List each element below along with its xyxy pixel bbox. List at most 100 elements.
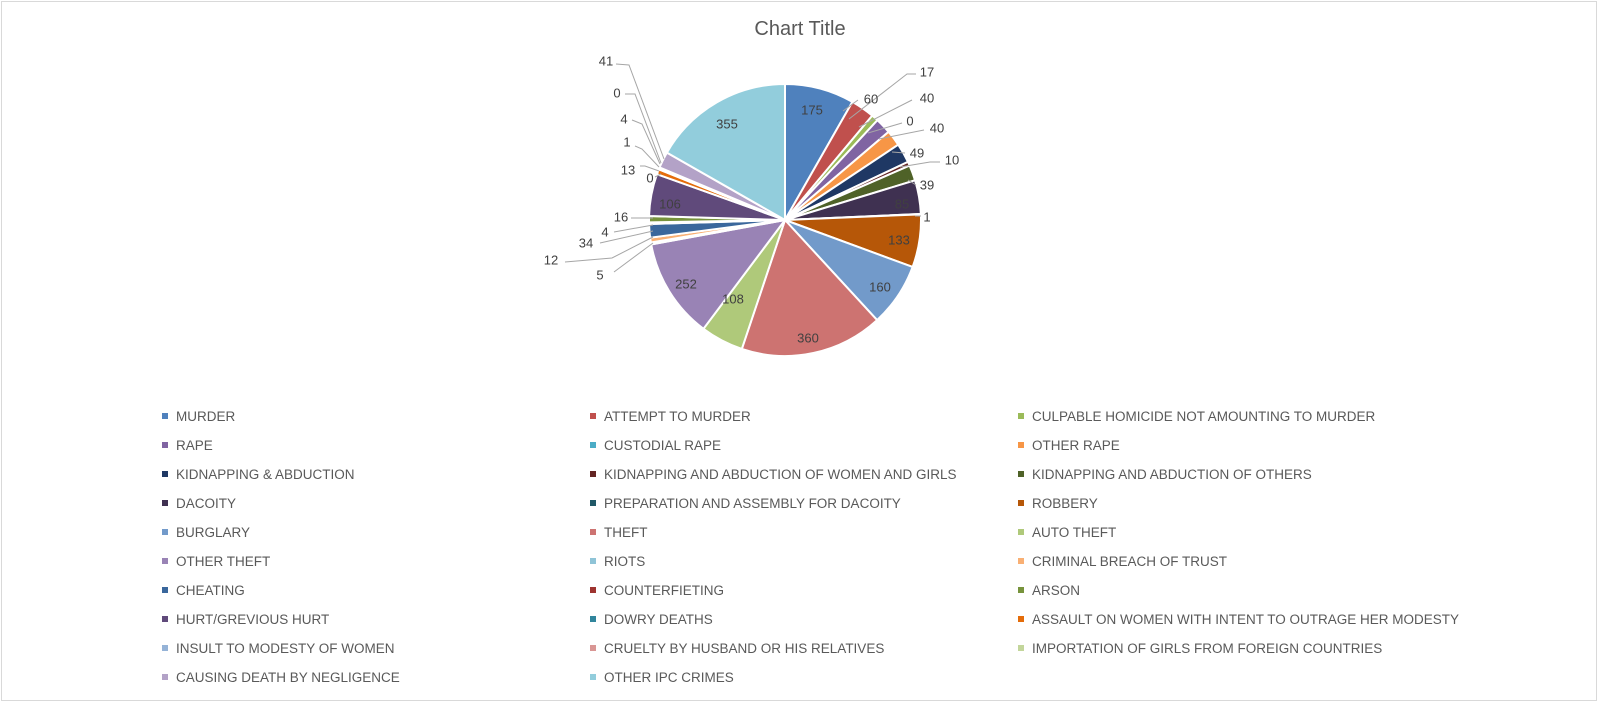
legend-item-counterfieting: COUNTERFIETING — [590, 580, 1018, 600]
legend-swatch — [590, 645, 596, 651]
legend-item-preparation-and-assembly-for-dacoity: PREPARATION AND ASSEMBLY FOR DACOITY — [590, 493, 1018, 513]
data-label-other-ipc-crimes: 355 — [716, 117, 738, 132]
legend-swatch — [162, 674, 168, 680]
legend-label: COUNTERFIETING — [604, 582, 724, 598]
legend-item-other-rape: OTHER RAPE — [1018, 435, 1462, 455]
legend-swatch — [590, 500, 596, 506]
legend-swatch — [590, 442, 596, 448]
data-label-kidnapping-abduction: 49 — [910, 146, 924, 161]
legend-item-hurt-grevious-hurt: HURT/GREVIOUS HURT — [162, 609, 590, 629]
leader-line-importation-of-girls-from-foreign-countries — [625, 93, 662, 164]
legend-label: ROBBERY — [1032, 495, 1098, 511]
legend-swatch — [162, 587, 168, 593]
data-label-burglary: 160 — [869, 280, 891, 295]
data-label-other-rape: 40 — [930, 121, 944, 136]
legend-item-other-ipc-crimes: OTHER IPC CRIMES — [590, 667, 1018, 687]
legend-item-kidnapping-abduction: KIDNAPPING & ABDUCTION — [162, 464, 590, 484]
legend-swatch — [590, 587, 596, 593]
leader-lines — [564, 63, 940, 273]
legend-swatch — [162, 500, 168, 506]
data-label-attempt-to-murder: 60 — [864, 92, 878, 107]
legend-label: KIDNAPPING AND ABDUCTION OF WOMEN AND GI… — [604, 466, 957, 482]
leader-line-cheating — [599, 230, 654, 244]
legend-item-dacoity: DACOITY — [162, 493, 590, 513]
legend-swatch — [590, 413, 596, 419]
legend-item-criminal-breach-of-trust: CRIMINAL BREACH OF TRUST — [1018, 551, 1462, 571]
data-label-importation-of-girls-from-foreign-countries: 0 — [613, 86, 620, 101]
leader-line-kidnapping-and-abduction-of-others — [907, 179, 917, 186]
legend: MURDER ATTEMPT TO MURDER CULPABLE HOMICIDE… — [162, 406, 1462, 687]
legend-label: IMPORTATION OF GIRLS FROM FOREIGN COUNTR… — [1032, 640, 1383, 656]
pie-slice-theft — [740, 218, 879, 357]
legend-item-kidnapping-and-abduction-of-others: KIDNAPPING AND ABDUCTION OF OTHERS — [1018, 464, 1462, 484]
legend-swatch — [590, 529, 596, 535]
legend-swatch — [1018, 500, 1024, 506]
data-label-arson: 16 — [614, 210, 628, 225]
legend-label: DACOITY — [176, 495, 237, 511]
leader-line-criminal-breach-of-trust — [564, 236, 654, 263]
legend-label: RIOTS — [604, 553, 646, 569]
data-label-riots: 5 — [596, 268, 603, 283]
leader-line-insult-to-modesty-of-women — [634, 145, 660, 168]
leader-line-rape — [858, 99, 913, 128]
legend-label: CAUSING DEATH BY NEGLIGENCE — [176, 669, 400, 685]
legend-label: KIDNAPPING & ABDUCTION — [176, 466, 355, 482]
legend-item-attempt-to-murder: ATTEMPT TO MURDER — [590, 406, 1018, 426]
legend-swatch — [1018, 645, 1024, 651]
legend-label: HURT/GREVIOUS HURT — [176, 611, 330, 627]
legend-label: OTHER RAPE — [1032, 437, 1120, 453]
legend-label: PREPARATION AND ASSEMBLY FOR DACOITY — [604, 495, 901, 511]
legend-item-riots: RIOTS — [590, 551, 1018, 571]
data-label-other-theft: 252 — [675, 277, 697, 292]
data-label-auto-theft: 108 — [722, 292, 744, 307]
legend-swatch — [1018, 529, 1024, 535]
leader-line-dowry-deaths — [654, 173, 662, 178]
leader-line-riots — [613, 242, 654, 273]
chart-title: Chart Title — [754, 18, 846, 40]
legend-label: ARSON — [1032, 582, 1081, 598]
legend-label: OTHER IPC CRIMES — [604, 669, 734, 685]
legend-swatch — [162, 616, 168, 622]
legend-item-murder: MURDER — [162, 406, 590, 426]
legend-label: KIDNAPPING AND ABDUCTION OF OTHERS — [1032, 466, 1312, 482]
legend-item-robbery: ROBBERY — [1018, 493, 1462, 513]
legend-item-dowry-deaths: DOWRY DEATHS — [590, 609, 1018, 629]
legend-swatch — [162, 413, 168, 419]
legend-label: CUSTODIAL RAPE — [604, 437, 722, 453]
legend-swatch — [1018, 413, 1024, 419]
legend-item-importation-of-girls-from-foreign-countries: IMPORTATION OF GIRLS FROM FOREIGN COUNTR… — [1018, 638, 1462, 658]
leader-line-culpable-homicide-not-amounting-to-murder — [848, 73, 916, 120]
data-label-robbery: 133 — [888, 233, 910, 248]
legend-label: INSULT TO MODESTY OF WOMEN — [176, 640, 395, 656]
data-label-dowry-deaths: 0 — [646, 171, 653, 186]
legend-swatch — [1018, 558, 1024, 564]
legend-label: THEFT — [604, 524, 648, 540]
leader-line-other-rape — [878, 129, 925, 140]
data-label-kidnapping-and-abduction-of-others: 39 — [920, 178, 934, 193]
legend-item-arson: ARSON — [1018, 580, 1462, 600]
data-label-murder: 175 — [801, 103, 823, 118]
legend-label: CHEATING — [176, 582, 245, 598]
data-label-cruelty-by-husband-or-his-relatives: 4 — [620, 112, 627, 127]
leader-line-cruelty-by-husband-or-his-relatives — [631, 119, 661, 165]
pie-slice-other-ipc-crimes — [665, 82, 786, 222]
legend-label: OTHER THEFT — [176, 553, 271, 569]
data-label-counterfieting: 4 — [601, 225, 608, 240]
legend-item-kidnapping-and-abduction-of-women-and-girls: KIDNAPPING AND ABDUCTION OF WOMEN AND GI… — [590, 464, 1018, 484]
pie-slice-other-theft — [650, 218, 788, 331]
data-label-dacoity: 85 — [895, 197, 909, 212]
legend-swatch — [590, 558, 596, 564]
legend-label: MURDER — [176, 408, 236, 424]
legend-label: ATTEMPT TO MURDER — [604, 408, 751, 424]
data-label-assault-on-women-with-intent-to-outrage-her-modesty: 13 — [621, 163, 635, 178]
legend-swatch — [162, 471, 168, 477]
data-label-cheating: 34 — [579, 236, 593, 251]
data-label-causing-death-by-negligence: 41 — [599, 54, 613, 69]
legend-swatch — [1018, 616, 1024, 622]
data-label-kidnapping-and-abduction-of-women-and-girls: 10 — [945, 153, 959, 168]
data-label-custodial-rape: 0 — [906, 114, 913, 129]
leader-line-causing-death-by-negligence — [615, 63, 665, 160]
legend-label: DOWRY DEATHS — [604, 611, 713, 627]
